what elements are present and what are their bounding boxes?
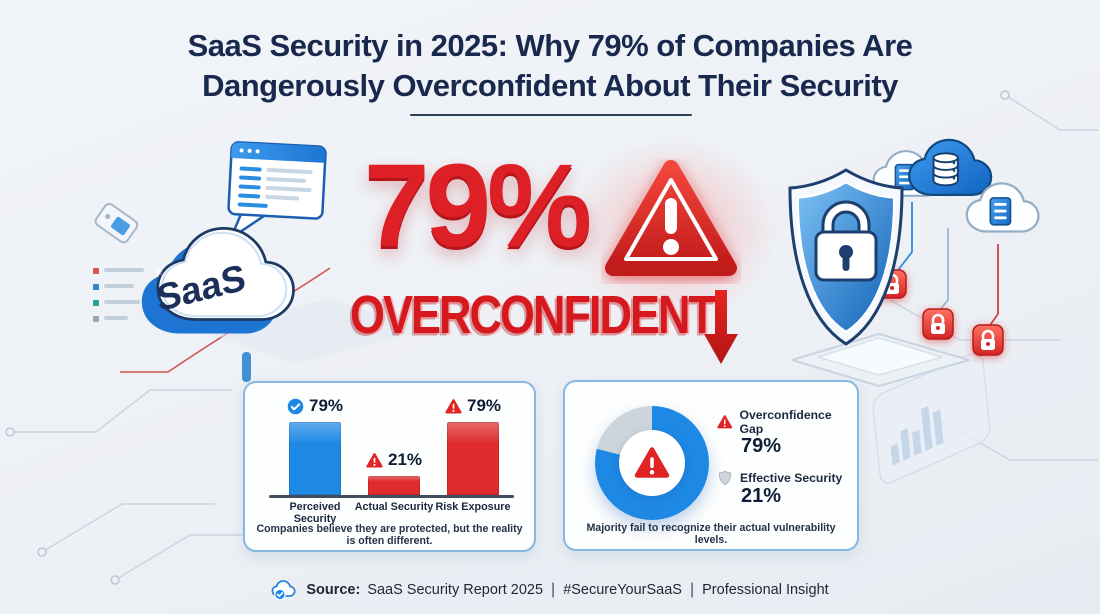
bar-category-label: Actual Security — [354, 501, 434, 513]
bar-value-label: 79% — [270, 394, 360, 418]
title-underline — [410, 114, 692, 116]
data-cloud-right-icon — [965, 182, 1040, 233]
warning-triangle-icon — [605, 160, 737, 276]
footer-report: SaaS Security Report 2025 — [367, 582, 544, 598]
page-title: SaaS Security in 2025: Why 79% of Compan… — [0, 26, 1100, 106]
page-title-line2: Dangerously Overconfident About Their Se… — [202, 68, 898, 103]
tag-icon — [94, 202, 139, 244]
bar-value-text: 79% — [466, 396, 502, 415]
legend-item-effective-security: Effective Security 21% — [717, 470, 855, 507]
bar-value-text: 21% — [387, 450, 423, 469]
warning-triangle-icon — [445, 398, 462, 413]
check-circle-icon — [287, 398, 304, 414]
warning-triangle-icon — [366, 452, 383, 467]
donut-chart — [595, 406, 709, 520]
footer-source-label: Source: — [306, 582, 361, 598]
footer-insight: Professional Insight — [702, 582, 829, 598]
bar-category-label: Risk Exposure — [435, 501, 511, 513]
donut-legend: Overconfidence Gap 79% Effective Security 2… — [717, 408, 855, 507]
donut-warning-icon — [634, 445, 670, 481]
bar-risk-exposure — [447, 422, 499, 495]
perception-bar-chart-card: 79% Perceived Security 21% Actual Security 7… — [243, 381, 536, 552]
bar-category-label: Perceived Security — [289, 501, 341, 525]
legend-value: 79% — [741, 435, 782, 457]
data-cloud-center-icon — [908, 138, 993, 197]
warning-triangle-icon — [717, 415, 733, 429]
security-shield-illustration — [788, 138, 1040, 387]
legend-value: 21% — [741, 485, 782, 507]
warning-triangle-icon — [634, 447, 670, 478]
bar-perceived-security — [289, 422, 341, 495]
footer-source: Source: SaaS Security Report 2025 | #Sec… — [0, 579, 1100, 601]
hero-overconfident-text: OVERCONFIDENT — [349, 284, 716, 346]
pedestal — [791, 333, 970, 387]
overconfidence-donut-card: Overconfidence Gap 79% Effective Security 2… — [563, 380, 859, 551]
bar-value-text: 79% — [308, 396, 344, 415]
footer-separator: | — [689, 581, 695, 598]
browser-window-icon — [227, 141, 327, 240]
legend-label: Effective Security — [740, 471, 843, 485]
shield-lock-icon — [788, 168, 904, 346]
saas-cloud-illustration: ✳ SaaS — [94, 141, 327, 334]
page-title-line1: SaaS Security in 2025: Why 79% of Compan… — [187, 28, 913, 63]
bar-chart-axis — [269, 495, 514, 498]
verified-cloud-icon — [271, 580, 296, 601]
bar-chart-caption: Companies believe they are protected, bu… — [256, 523, 523, 547]
legend-label: Overconfidence Gap — [739, 408, 832, 436]
donut-chart-caption: Majority fail to recognize their actual … — [586, 522, 836, 546]
bar-value-label: 79% — [428, 394, 518, 418]
legend-item-overconfidence-gap: Overconfidence Gap 79% — [717, 408, 855, 457]
red-lock-icon — [972, 324, 1004, 356]
bar-actual-security — [368, 476, 420, 495]
shield-icon — [718, 470, 732, 486]
bar-value-label: 21% — [349, 448, 439, 472]
down-arrow-icon — [704, 290, 738, 364]
saas-cloud-icon: ✳ SaaS — [141, 226, 295, 334]
red-lock-icon — [922, 308, 954, 340]
footer-separator: | — [551, 581, 556, 598]
footer-hashtag: #SecureYourSaaS — [563, 582, 682, 598]
hero-percent: 79% — [363, 140, 592, 272]
sparkle-icon: ✳ — [154, 267, 163, 279]
donut-hole — [619, 430, 685, 496]
